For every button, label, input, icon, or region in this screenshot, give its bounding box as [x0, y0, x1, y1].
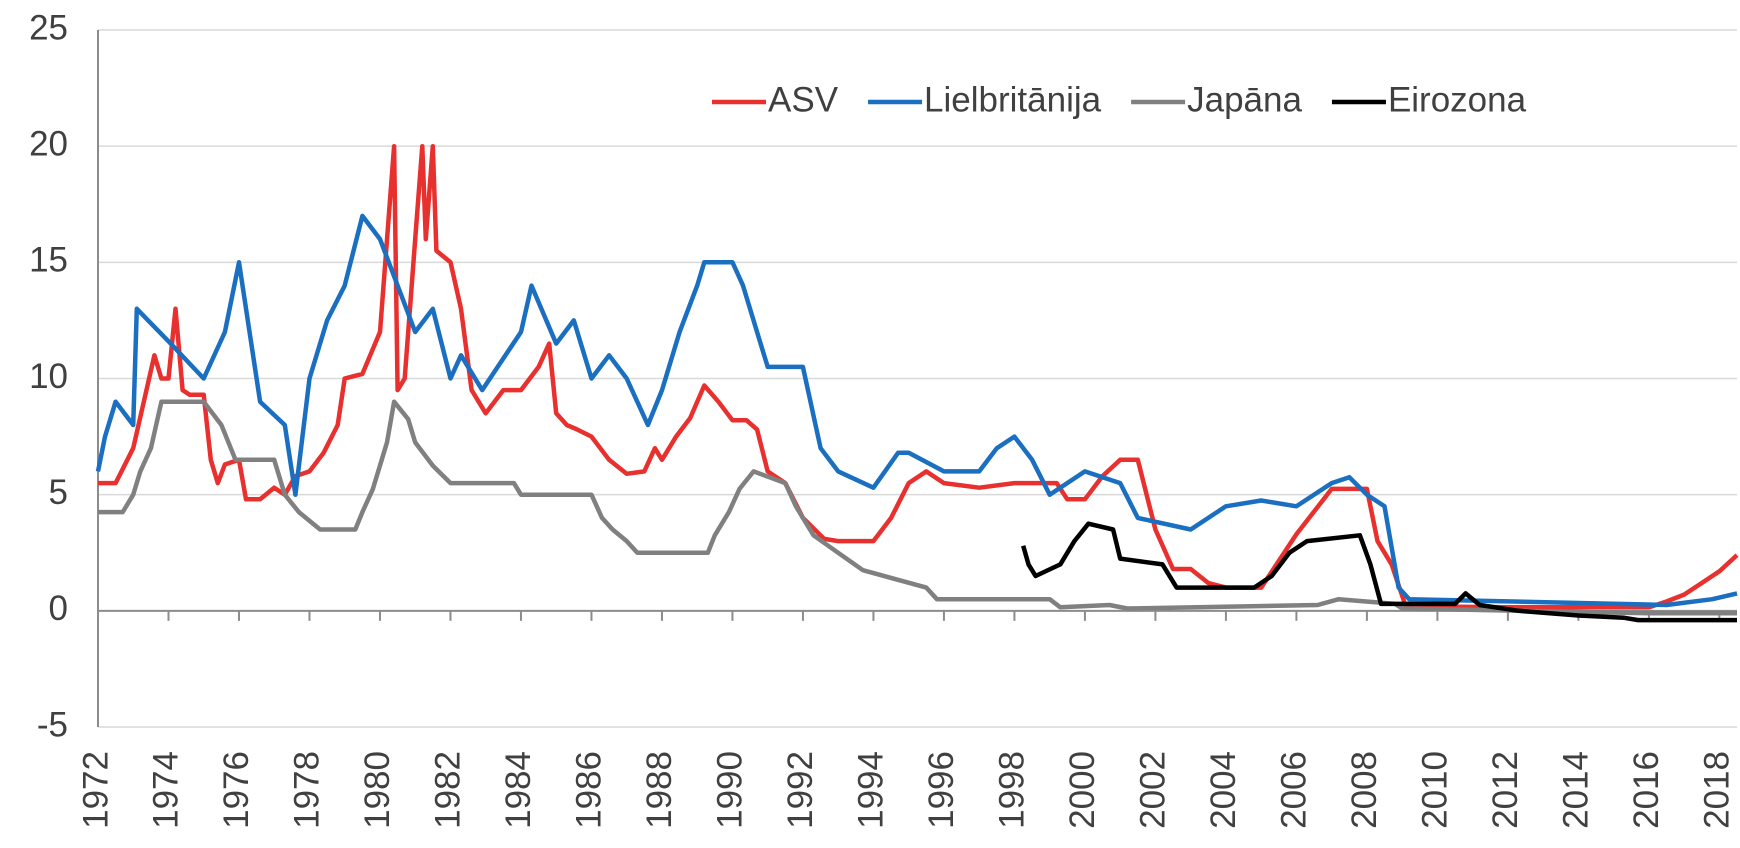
x-tick-label: 2000 — [1063, 751, 1102, 829]
x-tick-label: 2008 — [1345, 751, 1384, 829]
y-tick-label: 10 — [29, 357, 68, 396]
x-tick-label: 2014 — [1557, 751, 1596, 829]
legend-label: ASV — [768, 80, 839, 119]
series-line — [95, 213, 1738, 608]
x-tick-label: 1992 — [781, 751, 820, 829]
x-tick-label: 1998 — [993, 751, 1032, 829]
y-tick-label: 25 — [29, 8, 68, 47]
x-tick-label: 2010 — [1416, 751, 1455, 829]
x-tick-label: 2002 — [1134, 751, 1173, 829]
x-tick-label: 1990 — [711, 751, 750, 829]
y-tick-label: -5 — [37, 705, 68, 744]
y-tick-label: 0 — [49, 589, 68, 628]
x-tick-label: 1982 — [429, 751, 468, 829]
legend-label: Eirozona — [1388, 80, 1527, 119]
series-line — [98, 143, 1739, 610]
legend-label: Japāna — [1187, 80, 1302, 119]
x-tick-label: 1994 — [852, 751, 891, 829]
x-tick-label: 1988 — [640, 751, 679, 829]
x-tick-label: 1980 — [358, 751, 397, 829]
x-tick-label: 1984 — [499, 751, 538, 829]
x-tick-label: 2012 — [1486, 751, 1525, 829]
y-tick-label: 5 — [49, 473, 68, 512]
x-tick-label: 2006 — [1275, 751, 1314, 829]
legend-label: Lielbritānija — [924, 80, 1102, 119]
x-tick-label: 2004 — [1204, 751, 1243, 829]
x-tick-label: 2018 — [1698, 751, 1737, 829]
x-tick-label: 1976 — [217, 751, 256, 829]
y-tick-label: 15 — [29, 241, 68, 280]
x-tick-label: 1972 — [76, 751, 115, 829]
x-tick-label: 1978 — [288, 751, 327, 829]
x-tick-label: 1996 — [922, 751, 961, 829]
series-line — [98, 399, 1737, 616]
series-line — [1021, 521, 1737, 623]
x-tick-label: 2016 — [1627, 751, 1666, 829]
x-tick-label: 1986 — [570, 751, 609, 829]
y-tick-label: 20 — [29, 124, 68, 163]
x-tick-label: 1974 — [147, 751, 186, 829]
